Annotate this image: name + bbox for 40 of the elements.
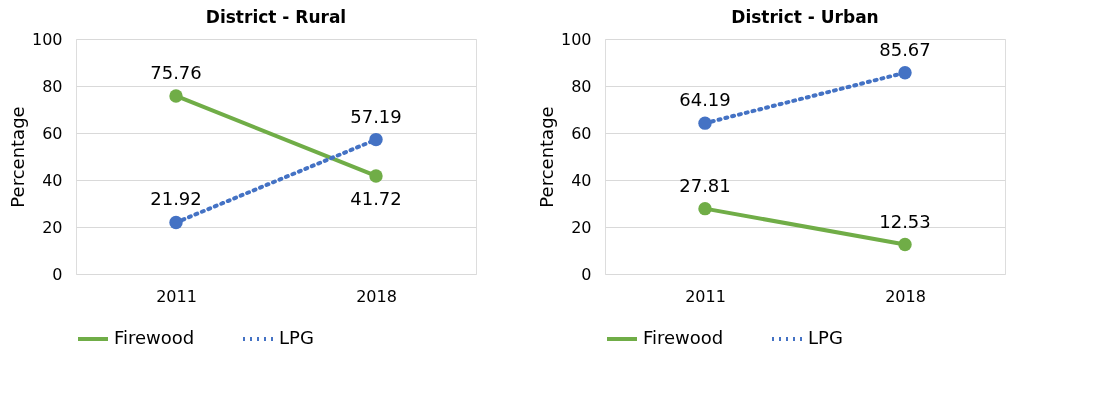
y-tick-label: 40: [42, 170, 63, 190]
data-label: 27.81: [679, 174, 731, 196]
point: [898, 237, 912, 252]
data-label: 75.76: [150, 61, 202, 83]
x-tick-label: 2011: [156, 286, 197, 306]
point: [369, 169, 383, 183]
y-tick-label: 40: [571, 170, 592, 190]
x-tick-label: 2011: [685, 286, 726, 306]
x-tick-label: 2018: [885, 286, 926, 306]
y-tick-label: 80: [571, 76, 592, 96]
legend-label: LPG: [808, 327, 843, 348]
data-label: 57.19: [350, 105, 402, 127]
y-tick-label: 60: [42, 123, 63, 143]
point: [369, 132, 383, 147]
y-tick-label: 100: [31, 29, 63, 49]
y-tick-label: 60: [571, 123, 592, 143]
chart-title: District - Urban: [731, 7, 879, 27]
legend-label: Firewood: [643, 327, 724, 348]
y-tick-label: 0: [581, 264, 592, 284]
data-label: 12.53: [879, 210, 931, 232]
point: [898, 65, 912, 80]
legend-label: Firewood: [114, 327, 195, 348]
y-tick-label: 80: [42, 76, 63, 96]
point: [698, 116, 712, 130]
legend-label: LPG: [279, 327, 314, 348]
chart-title: District - Rural: [205, 7, 347, 27]
y-axis-title: Percentage: [535, 106, 557, 208]
data-label: 41.72: [350, 187, 402, 209]
x-tick-label: 2018: [356, 286, 397, 306]
y-tick-label: 20: [42, 217, 63, 237]
data-label: 64.19: [679, 89, 731, 111]
point: [698, 201, 712, 216]
y-tick-label: 20: [571, 217, 592, 237]
data-label: 85.67: [879, 38, 931, 60]
y-axis-title: Percentage: [6, 106, 28, 208]
y-tick-label: 100: [560, 29, 592, 49]
data-label: 21.92: [150, 188, 202, 210]
point: [169, 89, 183, 103]
y-tick-label: 0: [52, 264, 63, 284]
point: [169, 215, 183, 230]
